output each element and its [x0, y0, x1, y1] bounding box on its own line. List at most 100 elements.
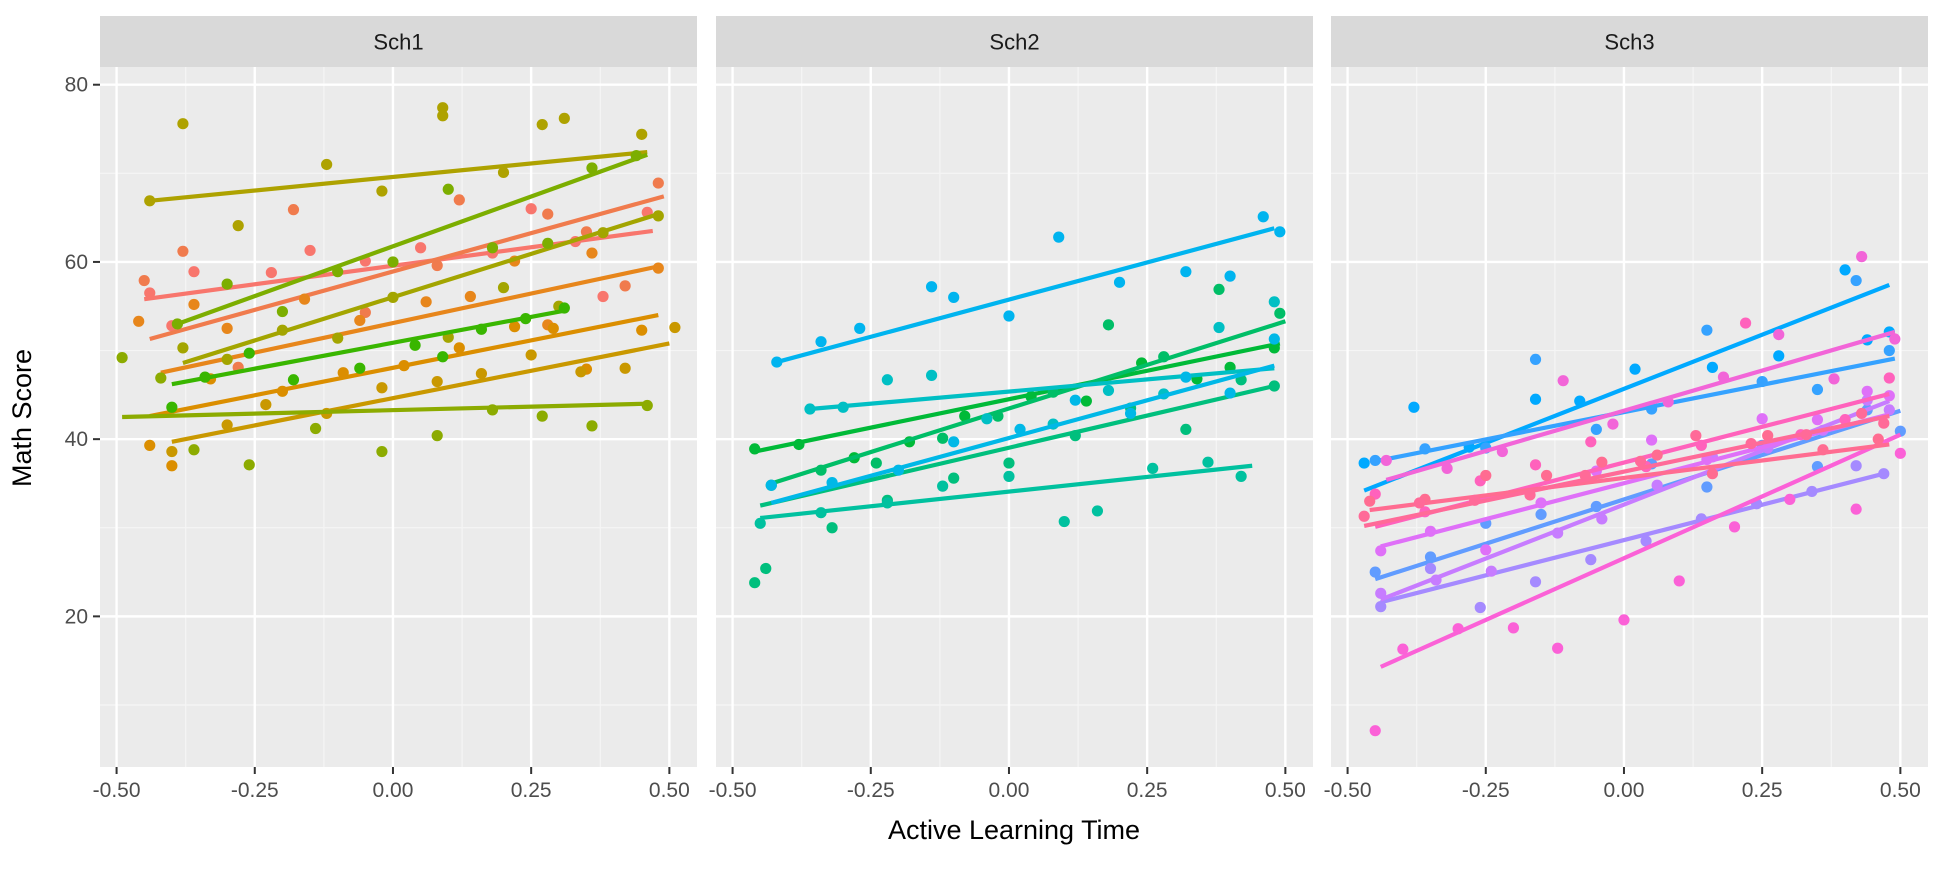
- data-point: [959, 410, 971, 422]
- data-point: [1872, 433, 1884, 445]
- data-point: [376, 185, 388, 197]
- data-point: [321, 158, 333, 171]
- data-point: [854, 322, 866, 334]
- data-point: [1701, 481, 1713, 493]
- data-point: [1224, 270, 1236, 282]
- data-point: [558, 112, 570, 124]
- x-tick-label: 0.25: [1742, 779, 1783, 802]
- facet-strip-label: Sch3: [1604, 30, 1654, 55]
- data-point: [1213, 321, 1225, 334]
- data-point: [536, 118, 548, 131]
- data-point: [1850, 274, 1862, 287]
- data-point: [431, 430, 443, 442]
- data-point: [536, 410, 548, 422]
- data-point: [1480, 469, 1492, 482]
- data-point: [1706, 361, 1719, 373]
- data-point: [464, 290, 476, 303]
- facet-panels: Sch1 -0.50 -0.25 0.00 0.25 0.50 Sch2 -0.50 -0.25…: [93, 16, 1928, 802]
- data-point: [1529, 459, 1542, 471]
- data-point: [1180, 423, 1192, 436]
- plot-panel: [716, 67, 1313, 767]
- facet-strip: [716, 16, 1313, 67]
- regression-line: [149, 194, 665, 342]
- data-point: [1274, 226, 1286, 238]
- data-point: [815, 336, 827, 348]
- data-point: [1607, 418, 1619, 430]
- data-point: [188, 444, 200, 456]
- data-point: [754, 517, 766, 529]
- data-point: [144, 287, 156, 299]
- data-point: [453, 342, 465, 354]
- regression-line: [809, 366, 1275, 412]
- data-point: [597, 290, 609, 303]
- data-point: [1485, 565, 1497, 577]
- facet-strip-label: Sch1: [373, 30, 423, 55]
- data-point: [1358, 457, 1370, 469]
- data-point: [1202, 456, 1214, 468]
- data-point: [354, 314, 366, 327]
- y-tick-label: 80: [65, 74, 88, 97]
- data-point: [332, 332, 344, 344]
- data-point: [232, 220, 244, 232]
- data-point: [1883, 372, 1895, 384]
- data-point: [221, 278, 233, 290]
- y-tick-label: 40: [65, 428, 88, 451]
- data-point: [1375, 545, 1387, 557]
- data-point: [1839, 264, 1851, 276]
- data-point: [1408, 401, 1420, 413]
- data-point: [1003, 470, 1015, 482]
- data-point: [243, 459, 255, 471]
- data-point: [1474, 601, 1486, 614]
- data-point: [260, 398, 272, 411]
- data-point: [760, 562, 772, 575]
- regression-line: [1379, 432, 1902, 669]
- data-point: [508, 321, 521, 333]
- data-point: [1358, 510, 1370, 522]
- regression-line: [776, 226, 1275, 365]
- data-point: [1003, 310, 1015, 322]
- data-point: [1375, 601, 1387, 613]
- x-tick-label: -0.50: [709, 779, 757, 802]
- data-point: [309, 422, 322, 435]
- data-point: [586, 162, 598, 174]
- data-point: [1529, 353, 1542, 366]
- regression-line: [160, 264, 659, 375]
- x-tick-label: 0.00: [1604, 779, 1645, 802]
- data-point: [1856, 407, 1868, 420]
- facet-panel-sch1: Sch1 -0.50 -0.25 0.00 0.25 0.50: [93, 16, 697, 802]
- regression-line: [1363, 283, 1891, 493]
- data-point: [925, 369, 938, 381]
- data-point: [420, 296, 432, 308]
- data-point: [1756, 413, 1768, 425]
- x-tick-label: -0.50: [1324, 779, 1372, 802]
- data-point: [1739, 317, 1752, 329]
- data-point: [937, 480, 949, 492]
- data-point: [1480, 544, 1492, 556]
- data-point: [177, 245, 189, 257]
- regression-line: [1363, 414, 1890, 529]
- data-point: [1640, 535, 1652, 547]
- data-point: [1690, 430, 1702, 442]
- data-point: [948, 291, 960, 303]
- data-point: [525, 349, 537, 361]
- x-tick-label: -0.25: [847, 779, 895, 802]
- data-point: [948, 472, 960, 484]
- x-tick-label: 0.50: [1265, 779, 1306, 802]
- data-point: [1856, 251, 1868, 263]
- regression-line: [770, 319, 1286, 486]
- data-point: [221, 419, 233, 431]
- data-point: [442, 183, 454, 195]
- data-point: [437, 102, 449, 114]
- data-point: [1213, 283, 1225, 296]
- data-point: [1894, 447, 1906, 459]
- data-point: [1268, 296, 1280, 308]
- regression-line: [1374, 408, 1902, 582]
- x-tick-label: 0.00: [989, 779, 1030, 802]
- data-point: [287, 374, 300, 386]
- data-point: [1180, 371, 1192, 383]
- data-point: [475, 367, 488, 380]
- data-point: [547, 322, 559, 334]
- data-point: [431, 375, 443, 388]
- data-point: [826, 522, 838, 534]
